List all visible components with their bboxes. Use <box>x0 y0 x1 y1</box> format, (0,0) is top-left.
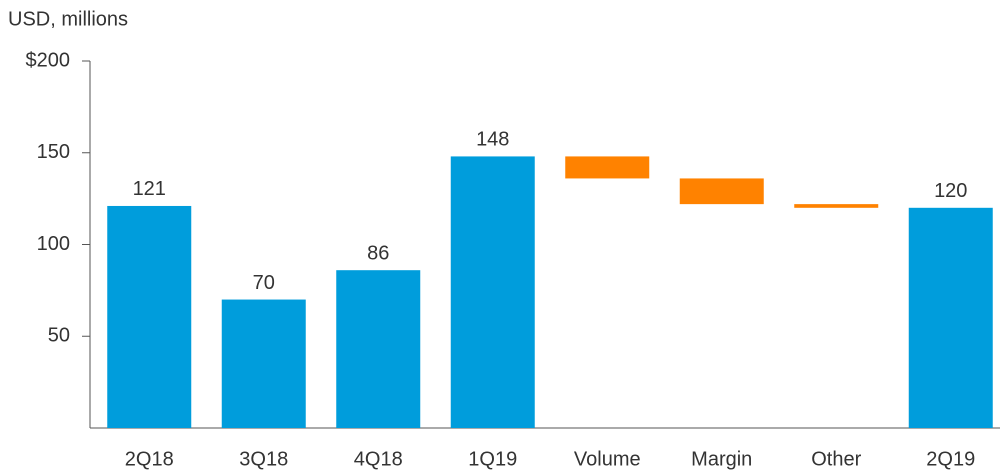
x-tick-label: 2Q18 <box>125 448 174 470</box>
decrease-bar <box>794 204 879 208</box>
data-label: 120 <box>934 180 967 202</box>
bar <box>336 270 421 428</box>
x-tick-label: Other <box>811 448 861 470</box>
x-tick-label: 1Q19 <box>468 448 517 470</box>
bar <box>908 207 993 428</box>
y-tick-label: 100 <box>37 233 70 255</box>
x-tick-label: Volume <box>574 448 641 470</box>
y-tick-label: $200 <box>26 49 71 71</box>
data-label: 86 <box>367 242 389 264</box>
axis-title: USD, millions <box>8 8 128 30</box>
y-tick-label: 50 <box>48 325 70 347</box>
y-tick-label: 150 <box>37 141 70 163</box>
x-tick-label: 4Q18 <box>354 448 403 470</box>
bar <box>221 299 306 428</box>
data-label: 121 <box>133 178 166 200</box>
x-tick-label: 3Q18 <box>239 448 288 470</box>
decrease-bar <box>565 156 650 179</box>
x-tick-label: 2Q19 <box>926 448 975 470</box>
bar <box>107 205 192 428</box>
bar <box>450 156 535 429</box>
data-label: 148 <box>476 129 509 151</box>
data-label: 70 <box>253 272 275 294</box>
decrease-bar <box>679 178 764 205</box>
x-tick-label: Margin <box>691 448 752 470</box>
